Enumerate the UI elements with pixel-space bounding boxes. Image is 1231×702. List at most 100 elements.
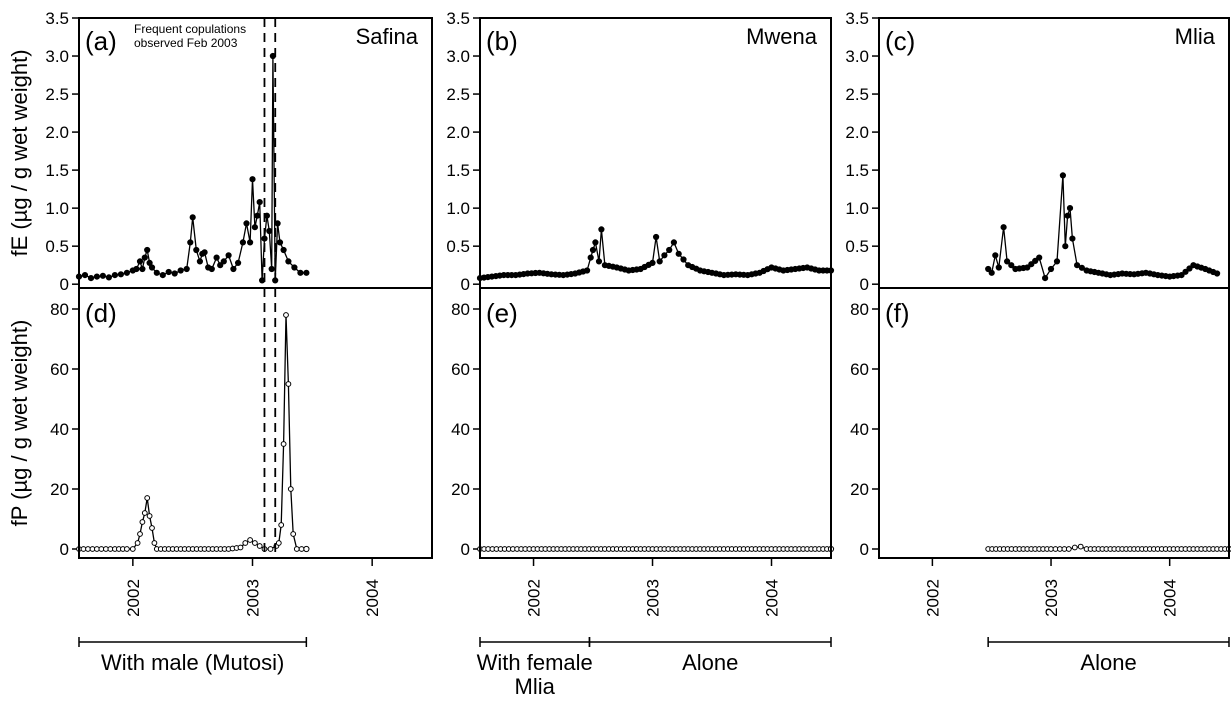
x-tick-label: 2004 <box>763 579 782 617</box>
y-tick-label: 2.5 <box>446 85 470 104</box>
y-tick-label: 40 <box>50 420 69 439</box>
data-point <box>598 226 605 233</box>
y-tick-label: 1.5 <box>446 161 470 180</box>
panel-letter: (f) <box>885 298 910 328</box>
panel-fE-mwena: 0 0.5 1.0 1.5 2.0 2.5 3.0 3.5 (b) Mwena <box>446 9 835 294</box>
x-tick-label: 2004 <box>363 579 382 617</box>
x-tick-label: 2003 <box>644 579 663 617</box>
y-tick-label: 40 <box>451 420 470 439</box>
y-tick-label: 1.5 <box>45 161 69 180</box>
y-tick-label: 40 <box>850 420 869 439</box>
panel-name: Mlia <box>1175 24 1216 49</box>
data-point <box>251 224 258 231</box>
y-tick-label: 0.5 <box>845 237 869 256</box>
y-tick-label: 20 <box>451 480 470 499</box>
panel-fE-mlia: 0 0.5 1.0 1.5 2.0 2.5 3.0 3.5 (c) Mlia <box>845 9 1230 294</box>
data-point <box>93 273 101 280</box>
data-point <box>1077 543 1084 550</box>
data-point <box>256 199 263 206</box>
data-point <box>139 265 146 273</box>
data-point <box>196 258 203 265</box>
panel-fE-safina: 0 0.5 1.0 1.5 2.0 2.5 3.0 3.5 (a) Safina <box>45 9 433 294</box>
x-tick-label: 2003 <box>1042 579 1061 617</box>
data-point <box>1059 172 1067 179</box>
data-point <box>992 252 999 259</box>
y-tick-label: 20 <box>50 480 69 499</box>
data-point <box>587 254 594 261</box>
y-tick-label: 2.5 <box>45 85 69 104</box>
data-point <box>656 258 663 265</box>
data-point <box>239 239 246 246</box>
data-point <box>171 270 178 277</box>
period-label: With male (Mutosi) <box>101 650 284 675</box>
y-tick-label: 3.0 <box>845 47 869 66</box>
period-label: With female <box>477 650 593 675</box>
data-point <box>242 540 249 546</box>
data-point <box>1036 254 1043 261</box>
x-tick-label: 2002 <box>525 579 544 617</box>
y-tick-label: 0 <box>60 540 69 559</box>
data-point <box>165 268 172 276</box>
data-point <box>1004 258 1011 265</box>
data-point <box>298 546 305 552</box>
data-point <box>111 272 119 279</box>
data-point <box>290 531 297 537</box>
data-point <box>153 269 160 276</box>
data-point <box>225 252 232 259</box>
y-tick-label: 0.5 <box>446 237 470 256</box>
period-label: Alone <box>1080 650 1136 675</box>
panel-letter: (e) <box>486 298 518 328</box>
data-point <box>275 540 282 546</box>
data-point <box>183 265 190 273</box>
y-tick-label: 2.5 <box>845 85 869 104</box>
y-tick-label: 1.0 <box>45 199 69 218</box>
data-point <box>1008 262 1015 269</box>
panel-frame <box>479 287 832 559</box>
y-tick-label: 3.5 <box>45 9 69 28</box>
data-point <box>1071 544 1078 551</box>
data-point <box>144 495 151 501</box>
data-point <box>1032 257 1039 264</box>
data-point <box>988 269 995 276</box>
panel-frame <box>479 17 832 289</box>
data-point <box>1065 546 1072 552</box>
data-point <box>291 264 298 271</box>
data-point <box>146 259 153 266</box>
y-tick-label: 2.0 <box>45 123 69 142</box>
y-tick-label: 0 <box>60 275 69 294</box>
data-point <box>129 546 136 552</box>
data-point <box>1069 235 1076 242</box>
data-point <box>149 525 155 531</box>
y-tick-label: 60 <box>451 360 470 379</box>
y-tick-label: 3.0 <box>45 47 69 66</box>
data-point <box>280 441 287 447</box>
y-tick-label: 80 <box>50 300 69 319</box>
data-point <box>1078 264 1086 271</box>
x-tick-label: 2002 <box>923 579 942 617</box>
data-point <box>81 272 89 279</box>
data-point <box>256 543 263 549</box>
data-point <box>592 239 599 246</box>
y-tick-label: 20 <box>850 480 869 499</box>
y-tick-label: 80 <box>451 300 470 319</box>
y-tick-label: 1.0 <box>446 199 470 218</box>
data-point <box>146 513 153 519</box>
y-tick-label: 0 <box>461 540 470 559</box>
data-point <box>187 239 194 246</box>
panel-letter: (a) <box>85 26 117 56</box>
panel-frame <box>78 17 433 289</box>
panel-letter: (b) <box>486 26 518 56</box>
data-point <box>303 269 310 276</box>
data-point <box>243 220 250 227</box>
data-point <box>87 275 95 282</box>
data-point <box>1047 265 1055 273</box>
data-point <box>985 265 992 273</box>
data-point <box>247 239 254 246</box>
y-tick-label: 1.0 <box>845 199 869 218</box>
x-tick-label: 2002 <box>124 579 143 617</box>
panel-fP-mlia: 0 20 40 60 80 (f) <box>850 287 1231 559</box>
data-point <box>159 272 166 279</box>
y-tick-label: 0 <box>461 275 470 294</box>
data-point <box>589 246 597 254</box>
y-tick-label: 0 <box>860 540 869 559</box>
